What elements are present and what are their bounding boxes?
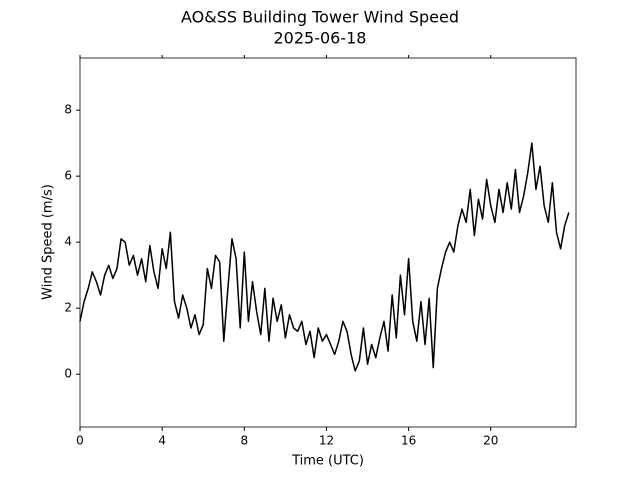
x-tick-label: 0	[76, 434, 84, 448]
x-tick-label: 20	[483, 434, 498, 448]
y-axis-label: Wind Speed (m/s)	[41, 184, 56, 300]
y-tick-label: 6	[64, 169, 72, 183]
x-tick-label: 12	[319, 434, 334, 448]
x-axis-label: Time (UTC)	[291, 454, 364, 469]
y-tick-label: 8	[64, 103, 72, 117]
x-tick-label: 4	[158, 434, 166, 448]
x-tick-label: 8	[240, 434, 248, 448]
data-line	[79, 142, 570, 372]
y-tick-label: 4	[64, 235, 72, 249]
x-tick-label: 16	[401, 434, 416, 448]
y-tick-label: 2	[64, 301, 72, 315]
chart-title: AO&SS Building Tower Wind Speed	[181, 8, 459, 27]
chart-subtitle: 2025-06-18	[274, 29, 367, 48]
y-tick-label: 0	[64, 367, 72, 381]
plot-frame	[79, 57, 577, 428]
